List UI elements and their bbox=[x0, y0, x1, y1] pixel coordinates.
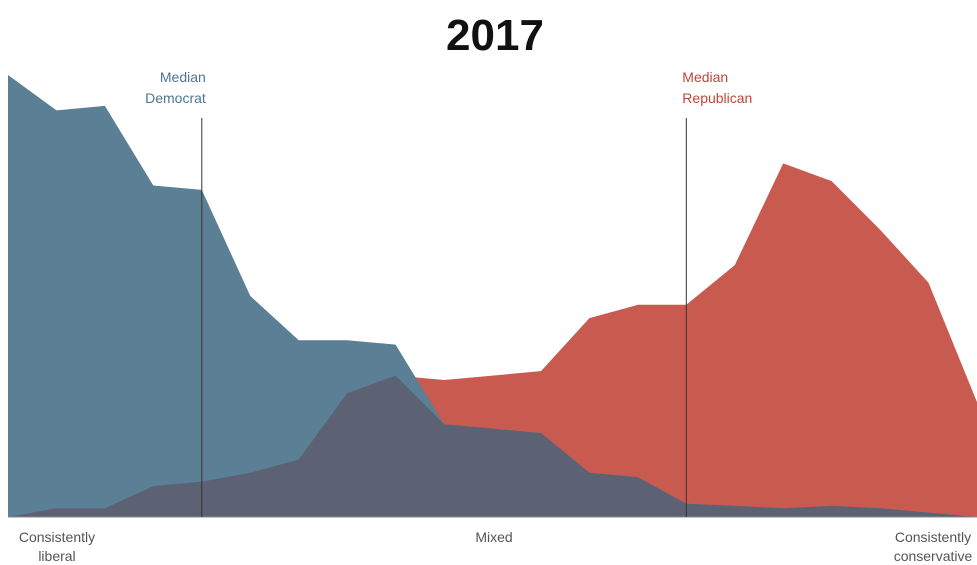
median-democrat-marker: Median Democrat bbox=[145, 69, 206, 517]
overlap-area bbox=[8, 375, 977, 517]
republican-area bbox=[8, 163, 977, 517]
democrat-area bbox=[8, 75, 977, 517]
x-label-center: Mixed bbox=[475, 529, 512, 545]
median-republican-label-line2: Republican bbox=[682, 90, 752, 106]
median-democrat-label-line1: Median bbox=[160, 69, 206, 85]
median-democrat-label-line2: Democrat bbox=[145, 90, 206, 106]
x-label-left-line1: Consistently bbox=[19, 529, 95, 545]
x-label-right-line1: Consistently bbox=[895, 529, 971, 545]
median-republican-marker: Median Republican bbox=[682, 69, 752, 517]
x-label-left-line2: liberal bbox=[38, 548, 75, 564]
median-republican-label-line1: Median bbox=[682, 69, 728, 85]
chart-title: 2017 bbox=[446, 11, 544, 60]
x-label-right-line2: conservative bbox=[894, 548, 973, 564]
area-layer bbox=[8, 75, 977, 517]
